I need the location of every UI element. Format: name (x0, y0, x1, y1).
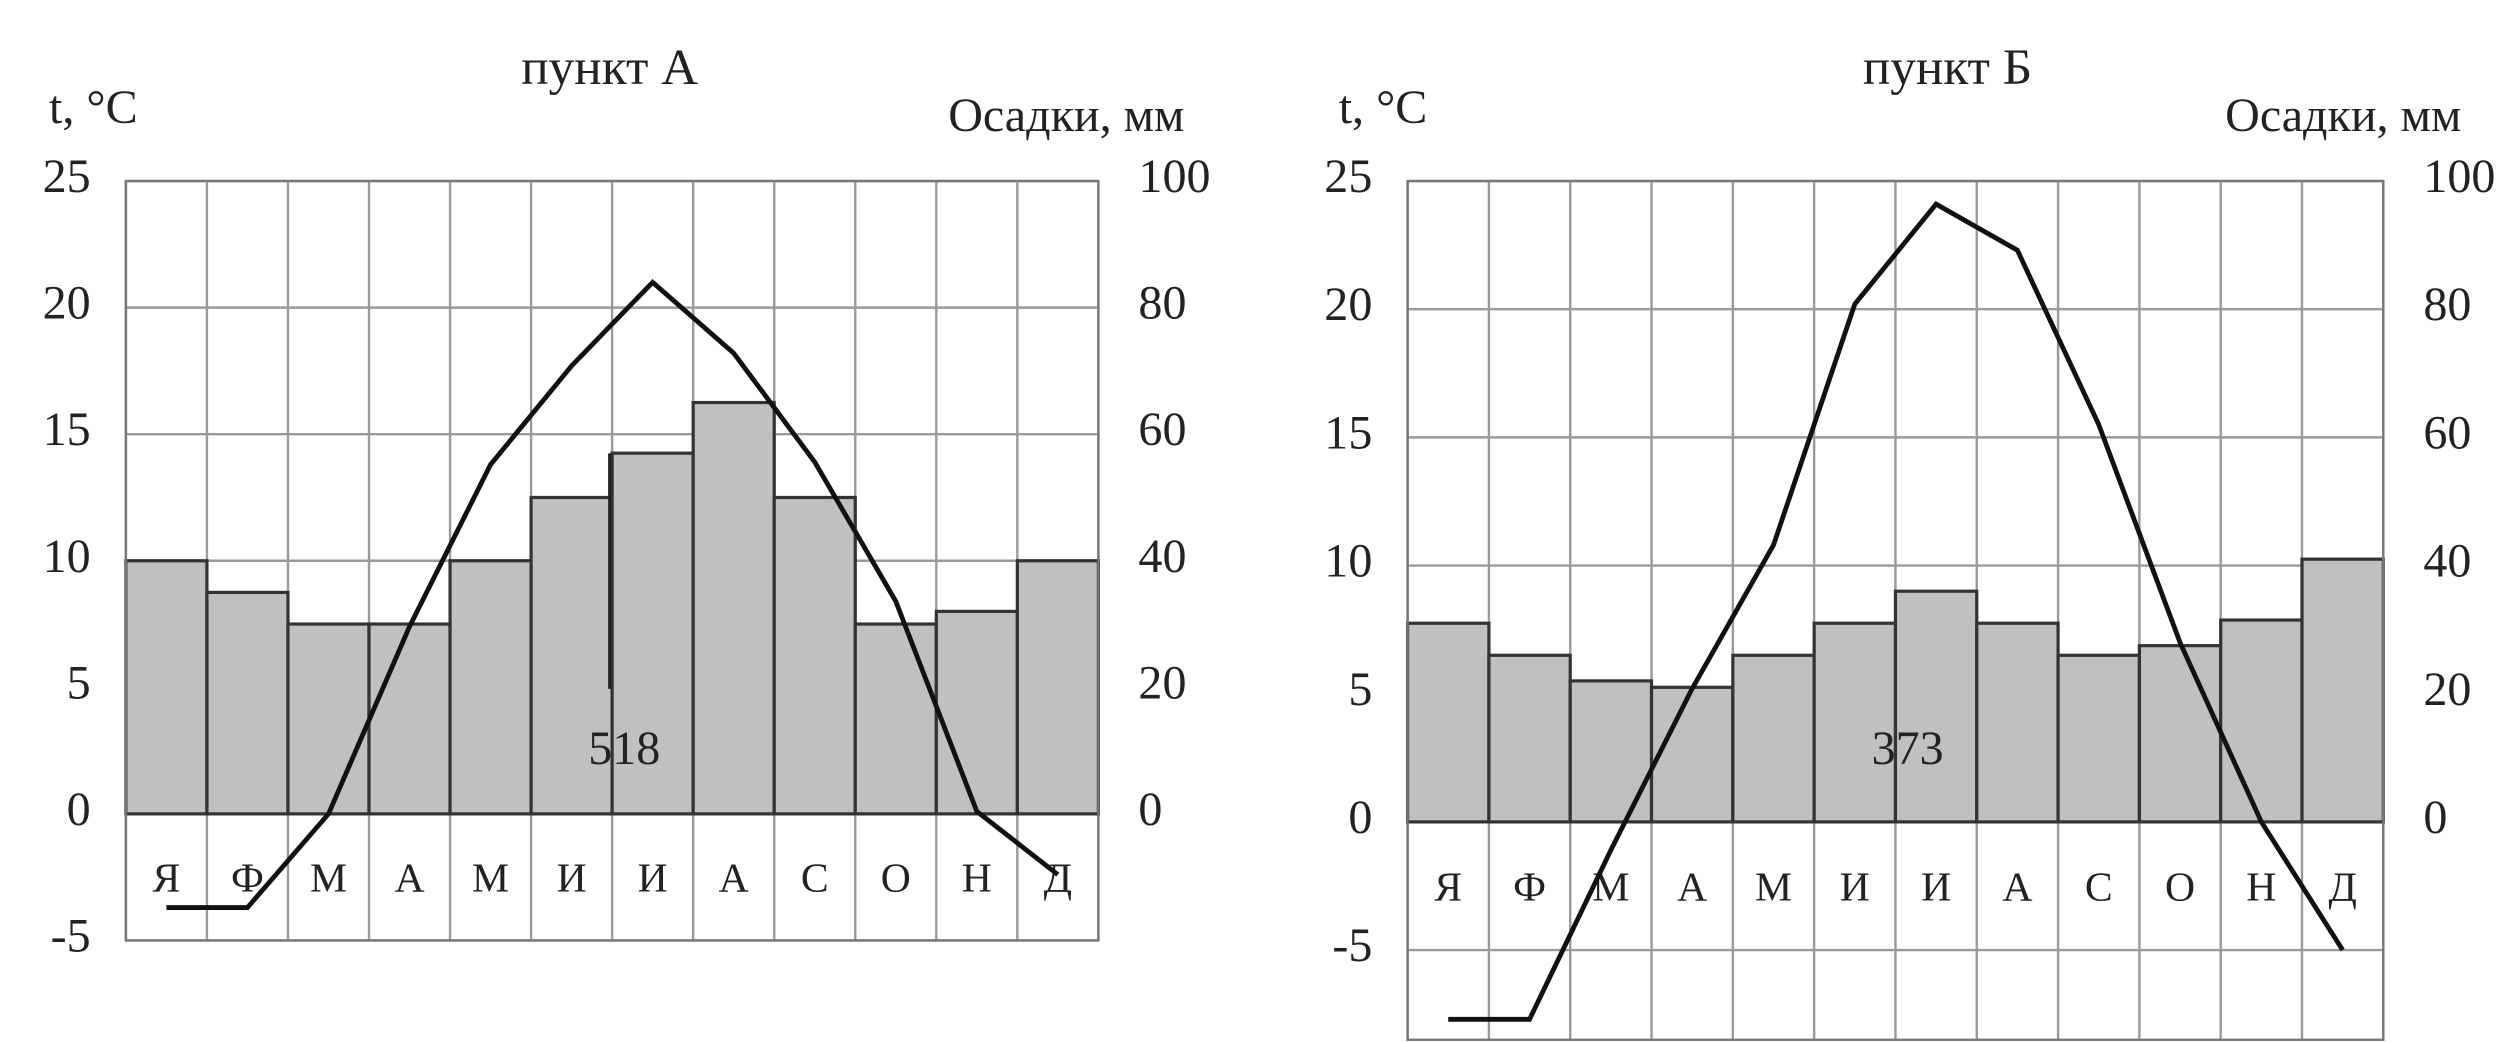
x-tick-label: А (2002, 864, 2032, 910)
x-tick-label: Ф (1513, 864, 1546, 910)
y2-tick-label: 0 (2423, 791, 2447, 844)
temperature-line (1448, 201, 2345, 1022)
x-tick-label: М (1755, 864, 1792, 910)
x-tick-label: С (2085, 864, 2113, 910)
bar (1015, 559, 1100, 816)
x-tick-label: Н (2246, 864, 2276, 910)
annotation: 518 (588, 722, 660, 775)
bar (205, 590, 290, 816)
x-tick-label: Д (2328, 864, 2356, 910)
x-tick-label: А (1677, 864, 1707, 910)
y-tick-label: 0 (67, 783, 91, 836)
plot-frame (124, 179, 1100, 942)
bar (1812, 621, 1898, 824)
x-tick-label: М (1592, 864, 1629, 910)
temperature-line (166, 278, 1060, 910)
y-tick-label: 10 (1324, 535, 1372, 588)
annotation: 373 (1872, 722, 1944, 775)
y-tick-label: 0 (1348, 791, 1372, 844)
x-tick-label: О (2165, 864, 2195, 910)
y-tick-label: 10 (43, 530, 91, 583)
x-tick-label: Н (962, 856, 992, 902)
bar (1975, 621, 2060, 824)
x-tick-label: Я (153, 856, 181, 902)
y2-tick-label: 100 (1138, 150, 1210, 203)
chart-title: пункт Б (1863, 39, 2032, 96)
bar (124, 559, 209, 816)
bar (2300, 557, 2385, 824)
bar (772, 495, 857, 816)
x-tick-label: И (1921, 864, 1951, 910)
y-tick-label: 20 (43, 277, 91, 330)
bar (367, 622, 452, 816)
y2-axis-label: Осадки, мм (948, 89, 1184, 142)
bar (1893, 589, 1979, 824)
x-tick-label: М (310, 856, 347, 902)
y2-tick-label: 80 (2423, 278, 2471, 331)
y-tick-label: 25 (1324, 150, 1372, 203)
y2-tick-label: 40 (2423, 535, 2471, 588)
bar (286, 622, 371, 816)
y2-tick-label: 80 (1138, 277, 1186, 330)
bar (1649, 685, 1735, 824)
chart-title: пункт А (521, 39, 698, 96)
x-tick-label: А (394, 856, 424, 902)
bar (934, 609, 1019, 816)
x-tick-label: О (881, 856, 911, 902)
x-tick-label: А (719, 856, 749, 902)
y2-tick-label: 20 (2423, 663, 2471, 716)
bar (1487, 653, 1572, 824)
bar (529, 495, 614, 816)
y2-tick-label: 60 (2423, 406, 2471, 459)
bar (1731, 653, 1816, 824)
bar (1568, 679, 1654, 824)
x-tick-label: И (557, 856, 587, 902)
y-tick-label: 25 (43, 150, 91, 203)
x-tick-label: И (1840, 864, 1870, 910)
y2-tick-label: 20 (1138, 656, 1186, 709)
y2-tick-label: 60 (1138, 403, 1186, 456)
bar (2137, 644, 2223, 824)
bar (610, 451, 695, 816)
plot-frame (1406, 179, 2385, 1041)
y-tick-label: 5 (1348, 663, 1372, 716)
x-tick-label: И (638, 856, 668, 902)
bar (853, 622, 938, 816)
y-tick-label: 15 (1324, 406, 1372, 459)
y-tick-label: 15 (43, 403, 91, 456)
y-axis-label: t, °C (1339, 81, 1428, 134)
bar (691, 400, 776, 816)
x-tick-label: С (801, 856, 829, 902)
y2-tick-label: 0 (1138, 783, 1162, 836)
y2-tick-label: 40 (1138, 530, 1186, 583)
bar (2219, 618, 2304, 824)
y-tick-label: 20 (1324, 278, 1372, 331)
bar (2056, 653, 2141, 824)
y-axis-label: t, °C (49, 81, 138, 134)
y-tick-label: 5 (67, 656, 91, 709)
y-tick-label: -5 (51, 909, 91, 962)
bar (448, 559, 533, 816)
bar (1406, 621, 1491, 824)
y-tick-label: -5 (1332, 919, 1372, 972)
y2-tick-label: 100 (2423, 150, 2495, 203)
x-tick-label: М (472, 856, 509, 902)
x-tick-label: Я (1434, 864, 1462, 910)
x-tick-label: Д (1044, 856, 1072, 902)
y2-axis-label: Осадки, мм (2225, 89, 2461, 142)
